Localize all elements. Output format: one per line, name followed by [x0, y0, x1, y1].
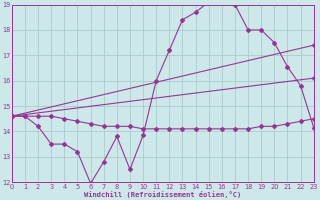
X-axis label: Windchill (Refroidissement éolien,°C): Windchill (Refroidissement éolien,°C) [84, 191, 241, 198]
